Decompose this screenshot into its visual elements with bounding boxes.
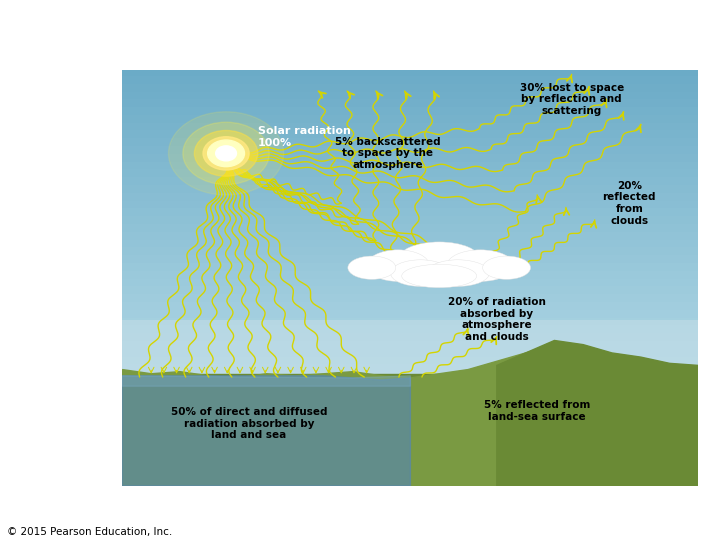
Bar [122,279,698,288]
Bar [122,364,698,374]
Ellipse shape [446,250,514,281]
Circle shape [216,146,236,161]
Bar [122,76,698,86]
Circle shape [207,140,245,167]
Ellipse shape [402,265,477,288]
Bar [122,131,698,140]
Bar [122,146,698,156]
Bar [122,247,698,257]
Bar [122,310,698,320]
Text: Radiation: Radiation [18,57,153,82]
Polygon shape [497,340,698,486]
Bar [122,326,698,335]
Ellipse shape [398,242,480,277]
Text: 5% reflected from
land-sea surface: 5% reflected from land-sea surface [484,400,590,422]
Bar [122,372,698,382]
Bar [122,224,698,234]
Circle shape [183,122,269,185]
Text: 30% lost to space
by reflection and
scattering: 30% lost to space by reflection and scat… [520,83,624,116]
Polygon shape [122,376,410,486]
Bar [122,161,698,172]
Bar [122,185,698,195]
Bar [122,201,698,211]
Bar [122,255,698,265]
Text: Average Distribution of Incoming Solar: Average Distribution of Incoming Solar [18,22,569,46]
Bar [122,123,698,132]
Bar [122,349,698,359]
Text: © 2015 Pearson Education, Inc.: © 2015 Pearson Education, Inc. [7,527,173,537]
Bar [122,341,698,351]
Ellipse shape [366,250,429,281]
Ellipse shape [426,260,490,286]
Circle shape [203,137,249,170]
Ellipse shape [482,256,531,279]
Bar [122,216,698,226]
Text: 20% of radiation
absorbed by
atmosphere
and clouds: 20% of radiation absorbed by atmosphere … [448,298,546,342]
Bar [122,286,698,296]
Bar [122,263,698,273]
Text: 5% backscattered
to space by the
atmosphere: 5% backscattered to space by the atmosph… [335,137,440,170]
Bar [122,154,698,164]
Ellipse shape [390,260,451,286]
Bar [122,208,698,218]
Bar [122,232,698,242]
Bar [122,318,698,327]
Bar [122,177,698,187]
Bar [122,320,698,382]
Polygon shape [122,345,698,486]
Bar [122,68,698,78]
Bar [122,240,698,249]
Bar [122,99,698,109]
Bar [122,271,698,281]
Text: 20%
reflected
from
clouds: 20% reflected from clouds [603,181,656,226]
Bar [122,84,698,93]
Circle shape [194,131,258,176]
Polygon shape [122,374,698,486]
Bar [122,107,698,117]
Ellipse shape [348,256,396,279]
Bar [122,333,698,343]
Bar [122,138,698,148]
Polygon shape [122,376,410,386]
Bar [122,193,698,202]
Text: Solar radiation
100%: Solar radiation 100% [258,126,351,147]
Bar [122,356,698,367]
Bar [122,302,698,312]
Bar [122,294,698,304]
Bar [122,115,698,125]
Text: 50% of direct and diffused
radiation absorbed by
land and sea: 50% of direct and diffused radiation abs… [171,407,328,440]
Bar [122,170,698,179]
Circle shape [168,112,284,195]
Bar [122,91,698,102]
